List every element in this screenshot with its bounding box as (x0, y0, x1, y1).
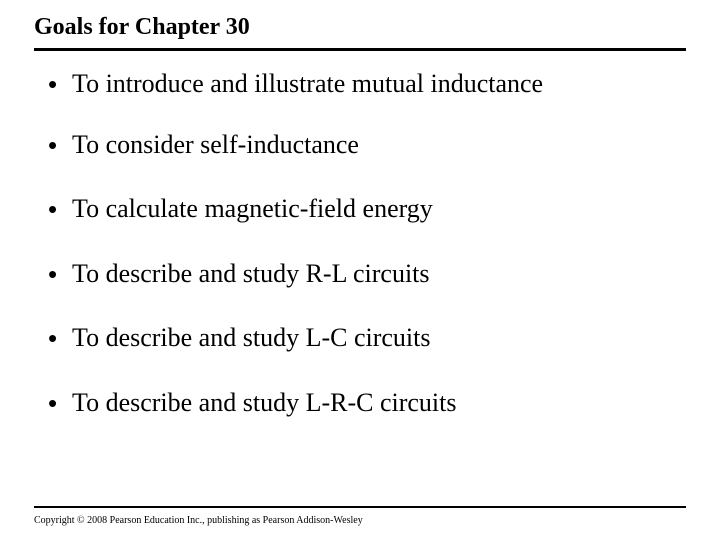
bullet-gap (48, 161, 678, 193)
bullet-gap (48, 101, 678, 129)
bullet-text: To consider self-inductance (72, 129, 678, 162)
list-item: • To describe and study R-L circuits (48, 258, 678, 291)
list-item: • To calculate magnetic-field energy (48, 193, 678, 226)
bullet-icon: • (48, 129, 72, 162)
copyright-footer: Copyright © 2008 Pearson Education Inc.,… (34, 515, 363, 526)
list-item: • To consider self-inductance (48, 129, 678, 162)
footer-rule (34, 506, 686, 508)
bullet-text: To introduce and illustrate mutual induc… (72, 68, 678, 101)
bullet-text: To describe and study L-C circuits (72, 322, 678, 355)
slide-title: Goals for Chapter 30 (34, 14, 250, 41)
list-item: • To describe and study L-C circuits (48, 322, 678, 355)
bullet-icon: • (48, 258, 72, 291)
bullet-list: • To introduce and illustrate mutual ind… (48, 68, 678, 419)
bullet-text: To calculate magnetic-field energy (72, 193, 678, 226)
bullet-icon: • (48, 193, 72, 226)
list-item: • To describe and study L-R-C circuits (48, 387, 678, 420)
bullet-icon: • (48, 68, 72, 101)
bullet-gap (48, 355, 678, 387)
list-item: • To introduce and illustrate mutual ind… (48, 68, 678, 101)
bullet-icon: • (48, 322, 72, 355)
bullet-gap (48, 290, 678, 322)
bullet-text: To describe and study L-R-C circuits (72, 387, 678, 420)
bullet-gap (48, 226, 678, 258)
title-underline (34, 48, 686, 51)
bullet-text: To describe and study R-L circuits (72, 258, 678, 291)
bullet-icon: • (48, 387, 72, 420)
